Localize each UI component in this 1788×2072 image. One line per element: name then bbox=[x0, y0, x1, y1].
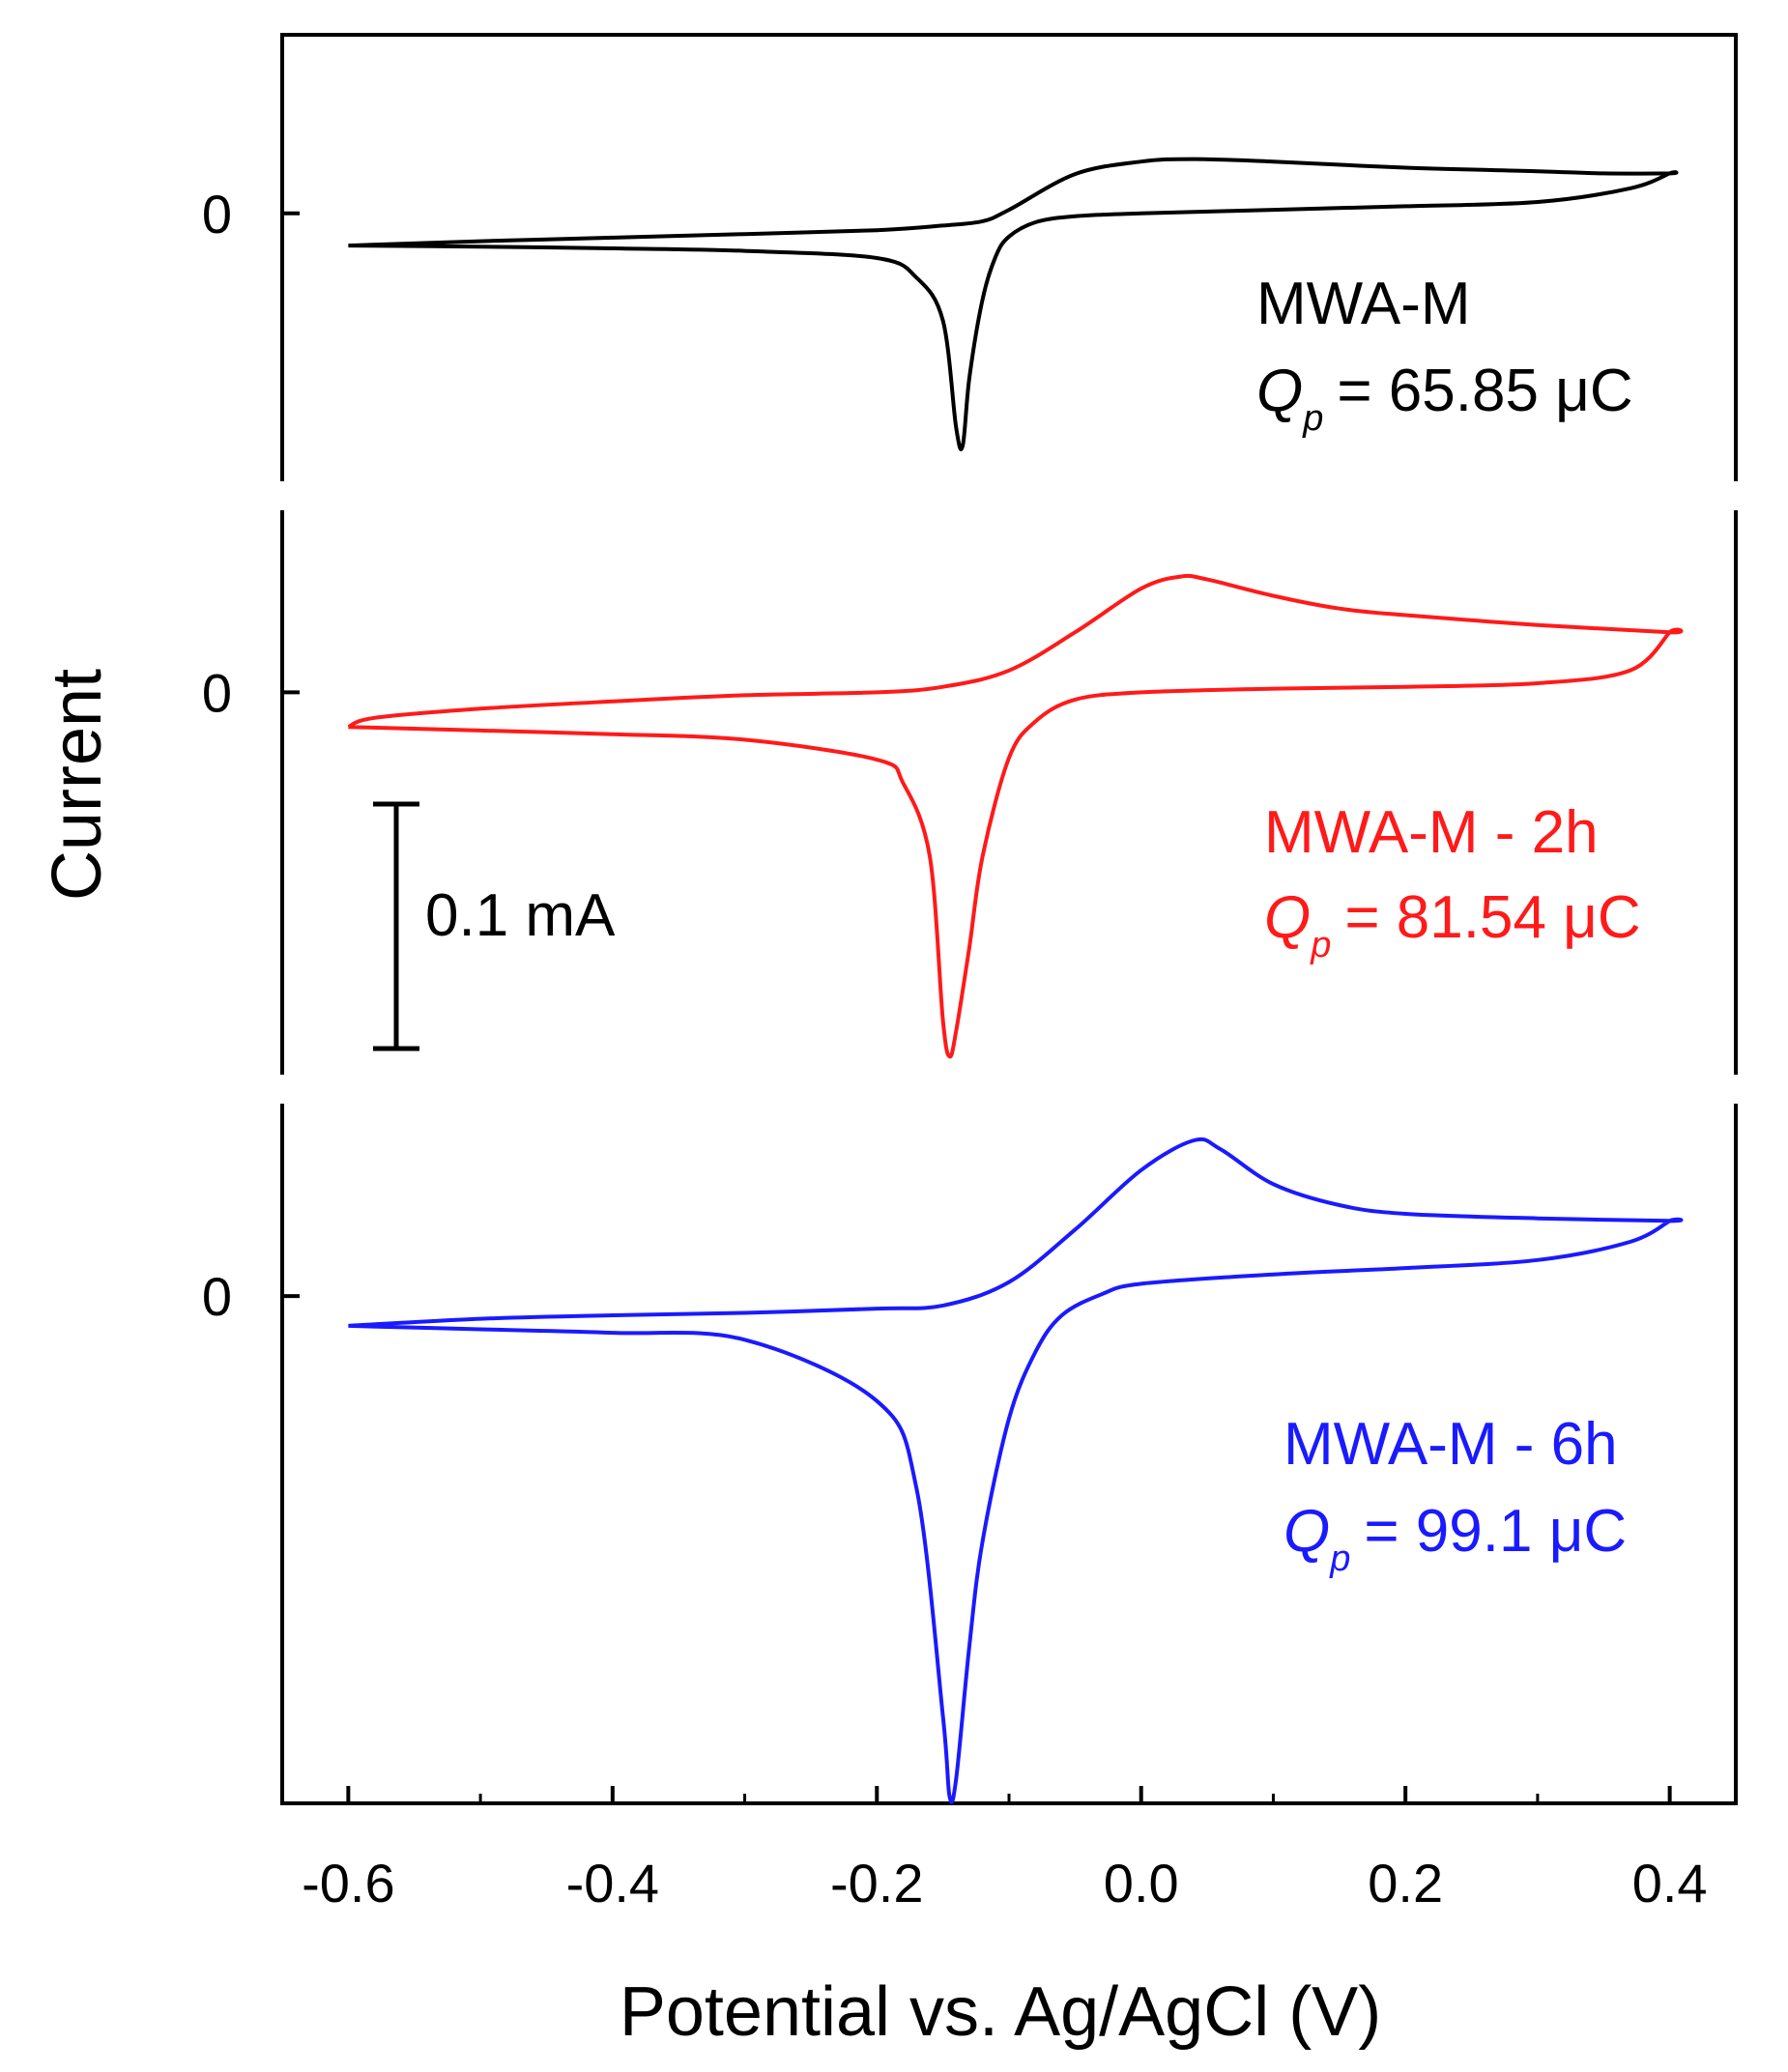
zero-label: 0 bbox=[202, 1266, 232, 1327]
charge-subscript: p bbox=[1302, 398, 1323, 439]
charge-subscript: p bbox=[1310, 925, 1331, 965]
sample-label: MWA-M bbox=[1256, 271, 1471, 337]
sample-label: MWA-M - 2h bbox=[1264, 799, 1599, 866]
panel-2: 0 MWA-M - 2h Qp = 81.54 μC bbox=[202, 573, 1684, 1059]
scale-bar: 0.1 mA bbox=[373, 801, 616, 1051]
charge-label: Qp = 81.54 μC bbox=[1264, 884, 1641, 965]
x-axis-title: Potential vs. Ag/AgCl (V) bbox=[620, 1973, 1381, 2051]
panel-gap-left-2 bbox=[276, 1075, 288, 1104]
charge-symbol: Q bbox=[1283, 1498, 1330, 1565]
cv-curve bbox=[347, 573, 1684, 1059]
y-axis-title: Current bbox=[39, 669, 116, 901]
cv-curve bbox=[348, 1137, 1684, 1804]
x-tick-label: -0.4 bbox=[566, 1853, 660, 1914]
panel-1: 0 MWA-M Qp = 65.85 μC bbox=[202, 157, 1679, 451]
zero-label: 0 bbox=[202, 662, 232, 723]
x-tick-label: 0.4 bbox=[1632, 1853, 1708, 1914]
charge-value: = 81.54 μC bbox=[1344, 884, 1640, 951]
x-tick-label: -0.2 bbox=[830, 1853, 924, 1914]
charge-subscript: p bbox=[1329, 1539, 1350, 1579]
scale-bar-label: 0.1 mA bbox=[425, 882, 616, 949]
zero-label: 0 bbox=[202, 184, 232, 245]
charge-symbol: Q bbox=[1256, 358, 1303, 424]
charge-value: = 65.85 μC bbox=[1337, 358, 1632, 424]
panel-3: 0 MWA-M - 6h Qp = 99.1 μC bbox=[202, 1137, 1684, 1804]
x-tick-label: -0.6 bbox=[302, 1853, 395, 1914]
x-axis: -0.6 -0.4 -0.2 0.0 0.2 0.4 bbox=[302, 1786, 1708, 1914]
x-tick-label: 0.2 bbox=[1368, 1853, 1443, 1914]
panels: 0 MWA-M Qp = 65.85 μC 0 MWA-M - 2h Qp = 81.54 μ… bbox=[202, 157, 1684, 1804]
panel-gap-right-1 bbox=[1730, 481, 1742, 510]
charge-label: Qp = 65.85 μC bbox=[1256, 358, 1633, 439]
panel-gap-right-2 bbox=[1730, 1075, 1742, 1104]
charge-value: = 99.1 μC bbox=[1364, 1498, 1627, 1565]
sample-label: MWA-M - 6h bbox=[1283, 1411, 1618, 1478]
charge-symbol: Q bbox=[1264, 884, 1311, 951]
panel-gap-left-1 bbox=[276, 481, 288, 510]
charge-label: Qp = 99.1 μC bbox=[1283, 1498, 1627, 1579]
x-tick-label: 0.0 bbox=[1104, 1853, 1179, 1914]
cv-curve bbox=[348, 157, 1679, 451]
